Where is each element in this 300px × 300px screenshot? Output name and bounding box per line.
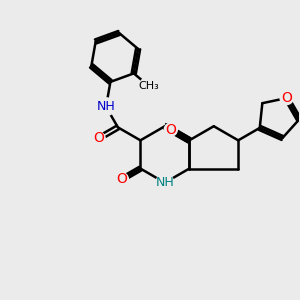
Text: CH₃: CH₃	[138, 81, 159, 91]
Circle shape	[140, 77, 158, 95]
Circle shape	[164, 123, 177, 136]
Circle shape	[92, 132, 105, 145]
Text: NH: NH	[155, 176, 174, 189]
Text: O: O	[281, 91, 292, 105]
Text: O: O	[116, 172, 127, 186]
Circle shape	[280, 92, 293, 105]
Circle shape	[156, 174, 174, 192]
Text: NH: NH	[97, 100, 116, 113]
Text: O: O	[93, 131, 104, 146]
Circle shape	[97, 98, 115, 116]
Circle shape	[115, 173, 128, 186]
Text: O: O	[165, 123, 176, 136]
